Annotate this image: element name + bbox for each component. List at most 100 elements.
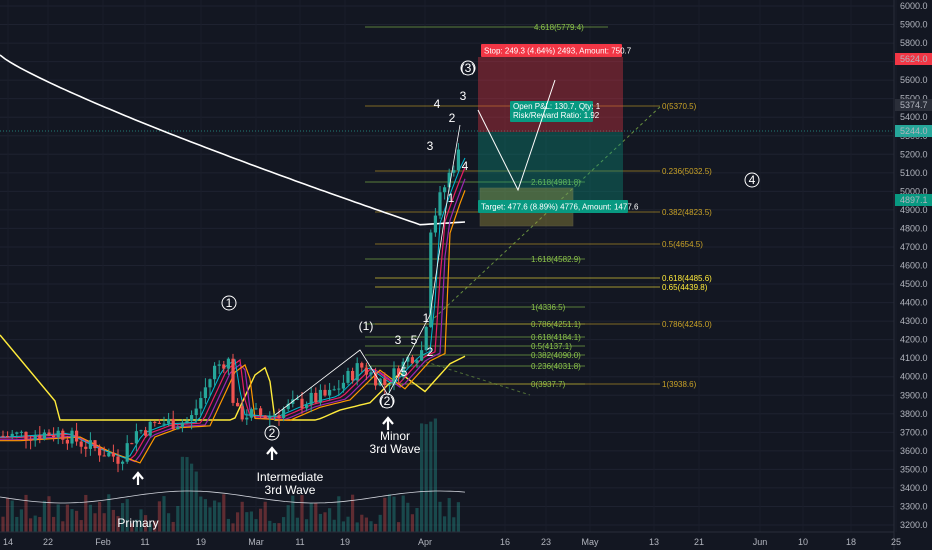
- candle-body: [406, 357, 410, 362]
- candle-body: [139, 430, 143, 432]
- wave-label: 2: [427, 345, 434, 359]
- volume-bar: [341, 521, 345, 532]
- volume-bar: [236, 512, 240, 532]
- wave-circle: [379, 393, 395, 409]
- x-tick-label: 22: [43, 537, 53, 547]
- y-tick-label: 5200.0: [900, 149, 928, 159]
- candle-body: [305, 404, 309, 409]
- candle-body: [401, 361, 405, 378]
- candle-body: [102, 455, 106, 457]
- candle-body: [213, 365, 217, 380]
- time-axis[interactable]: 14 22 Feb 11 19 Mar 11 19 Apr 16 23 May 13 21 Jun 10 18 2…: [0, 531, 901, 547]
- wave-label: (3): [461, 61, 476, 75]
- x-tick-label: 13: [649, 537, 659, 547]
- price-axis[interactable]: 3200.0 3300.0 3400.0 3500.0 3600.0 3700.0 3800…: [893, 0, 932, 550]
- candle-body: [130, 443, 134, 445]
- candle-body: [268, 416, 272, 419]
- target-zone: [478, 132, 623, 202]
- volume-bar: [351, 494, 355, 532]
- volume-bar: [401, 495, 405, 532]
- volume-bar: [374, 523, 378, 532]
- candle-body: [420, 350, 424, 361]
- volume-bar: [176, 505, 180, 532]
- wave-label: 1: [448, 191, 455, 205]
- candle-body: [38, 435, 42, 440]
- volume-bar: [213, 500, 217, 532]
- volume-bar: [125, 499, 129, 532]
- x-tick-label: 11: [295, 537, 304, 547]
- volume-bar: [277, 523, 281, 532]
- fib-label: 0.382(4823.5): [662, 208, 712, 217]
- y-tick-label: 5500.0: [900, 94, 928, 104]
- y-tick-label: 4700.0: [900, 242, 928, 252]
- volume-bar: [15, 516, 19, 532]
- candle-body: [383, 378, 387, 386]
- volume-bar: [194, 471, 198, 532]
- volume-bar: [383, 497, 387, 532]
- candle-body: [332, 389, 336, 391]
- volume-bar: [447, 498, 451, 532]
- candle-body: [52, 435, 56, 438]
- volume-bars: [1, 418, 460, 532]
- x-tick-label: 14: [3, 537, 13, 547]
- wave-path: [274, 124, 461, 416]
- candle-body: [75, 430, 79, 442]
- annotation-text: Intermediate: [257, 470, 324, 484]
- candle-body: [70, 430, 74, 444]
- volume-bar: [107, 494, 111, 532]
- fib-label: 0.618(4485.6): [662, 274, 712, 283]
- candle-body: [98, 448, 102, 456]
- wave-label: 1: [226, 296, 233, 310]
- stop-label: Stop: 249.3 (4.64%) 2493, Amount: 750.7: [484, 47, 632, 56]
- pnl-label-bg: [510, 101, 593, 122]
- candle-body: [374, 372, 378, 386]
- candle-body: [56, 430, 60, 438]
- volume-bar: [6, 497, 10, 532]
- y-tick-label: 3700.0: [900, 427, 928, 437]
- volume-bar: [443, 516, 447, 532]
- volume-bar: [70, 509, 74, 532]
- candle-body: [249, 409, 253, 418]
- y-tick-label: 3800.0: [900, 409, 928, 419]
- y-tick-label: 4500.0: [900, 279, 928, 289]
- candle-body: [47, 432, 51, 436]
- y-tick-label: 4300.0: [900, 316, 928, 326]
- volume-bar: [378, 514, 382, 532]
- volume-bar: [162, 496, 166, 532]
- volume-bar: [332, 519, 336, 532]
- volume-bar: [121, 503, 125, 532]
- candle-body: [314, 392, 318, 403]
- volume-bar: [456, 502, 460, 532]
- y-tick-label: 5900.0: [900, 20, 928, 30]
- volume-bar: [410, 514, 414, 532]
- x-tick-label: May: [581, 537, 599, 547]
- candle-body: [10, 433, 14, 437]
- volume-bar: [240, 501, 244, 532]
- fib-label: 2.618(4981.8): [531, 178, 581, 187]
- target-label: Target: 477.6 (8.89%) 4776, Amount: 1477…: [481, 203, 639, 212]
- volume-bar: [397, 522, 401, 532]
- volume-bar: [222, 494, 226, 532]
- fib-label: 1(4336.5): [531, 303, 566, 312]
- price-badge-label: 5624.0: [900, 54, 928, 64]
- fib-label: 0.5(4654.5): [662, 240, 703, 249]
- x-tick-label: 10: [798, 537, 808, 547]
- y-tick-label: 5400.0: [900, 112, 928, 122]
- volume-bar: [286, 505, 290, 532]
- y-tick-label: 3200.0: [900, 520, 928, 530]
- wave-circle: [221, 295, 237, 311]
- volume-bar: [295, 517, 299, 532]
- fib-label: 0.786(4251.1): [531, 320, 581, 329]
- x-tick-label: 16: [500, 537, 510, 547]
- candle-body: [180, 422, 184, 428]
- y-tick-label: 4800.0: [900, 223, 928, 233]
- candle-body: [392, 368, 396, 385]
- volume-bar: [217, 502, 221, 532]
- volume-bar: [167, 513, 171, 532]
- candle-body: [144, 430, 148, 436]
- candle-body: [231, 358, 235, 403]
- candle-body: [167, 418, 171, 424]
- candle-body: [443, 187, 447, 193]
- x-tick-label: 19: [340, 537, 350, 547]
